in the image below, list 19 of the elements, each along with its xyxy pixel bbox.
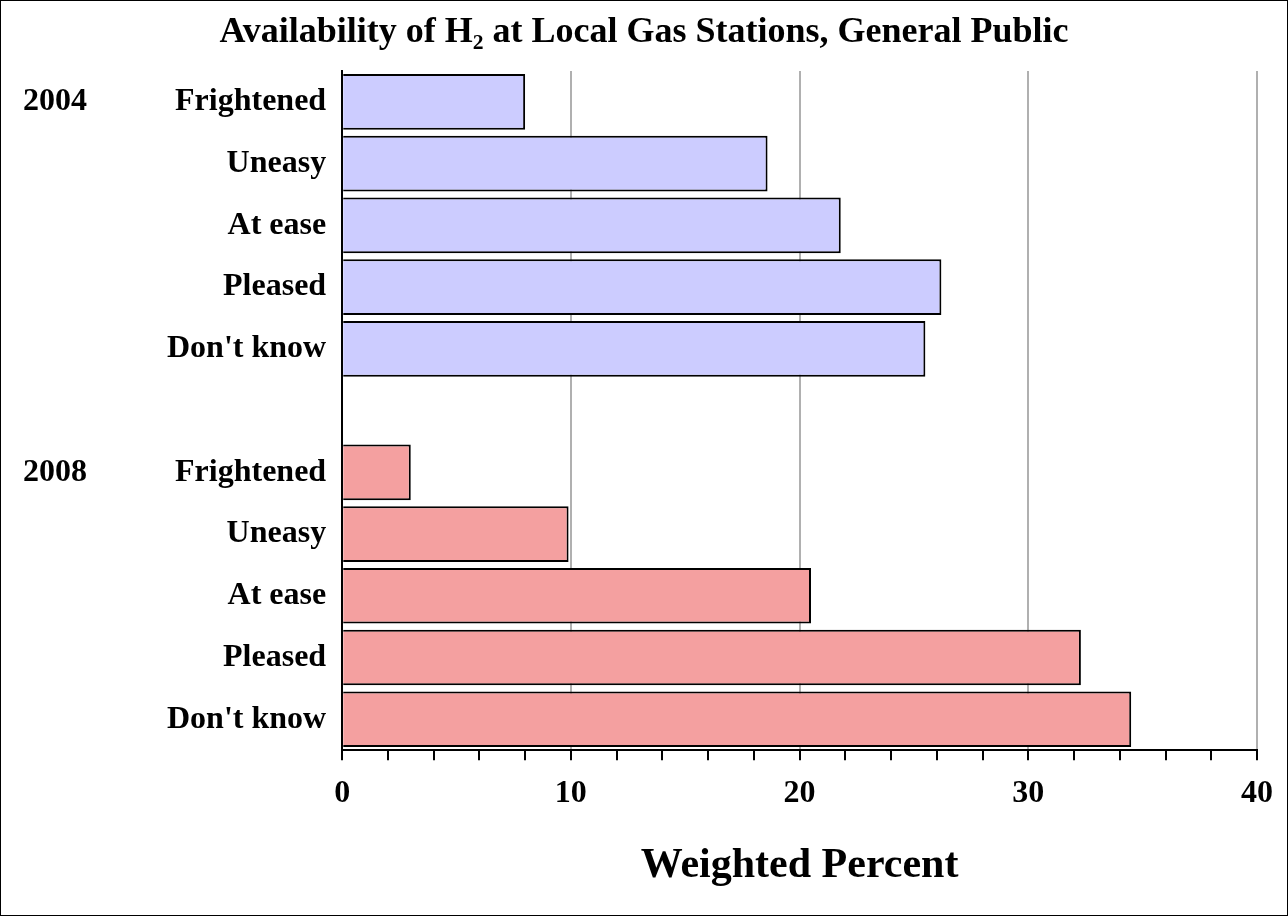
y-tick-label: At ease [227, 204, 327, 241]
y-tick-label: Frightened [175, 81, 327, 118]
x-tick-label: 20 [783, 772, 816, 809]
y-tick-label: Don't know [167, 698, 327, 735]
y-tick-label: Uneasy [226, 142, 327, 179]
text: 2008 [23, 451, 87, 488]
x-tick-label: 10 [554, 772, 587, 809]
x-tick-label: 0 [334, 772, 351, 809]
y-tick-label: Frightened [175, 451, 327, 488]
y-tick-label: Uneasy [226, 513, 327, 550]
y-tick-label: Pleased [223, 636, 327, 673]
x-axis-title: Weighted Percent [640, 839, 959, 886]
text: 2004 [23, 81, 87, 118]
x-tick-label: 30 [1012, 772, 1045, 809]
y-tick-label: At ease [227, 575, 327, 612]
y-tick-label: Pleased [223, 266, 327, 303]
y-tick-label: Don't know [167, 328, 327, 365]
chart-title: Availability of H₂ at Local Gas Stations, General Public [218, 9, 1070, 51]
x-tick-label: 40 [1241, 772, 1273, 809]
